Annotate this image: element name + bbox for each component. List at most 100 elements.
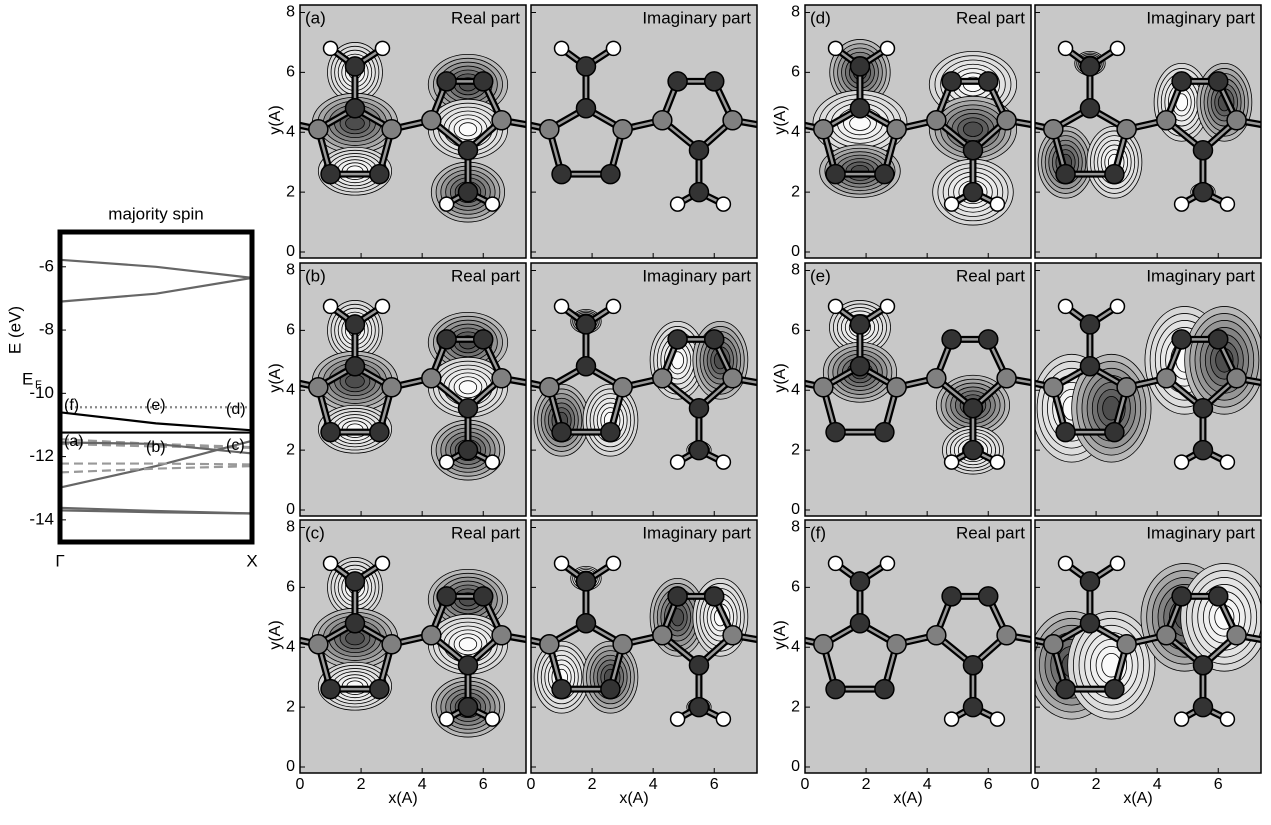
band-line: [59, 509, 253, 515]
atom: [1192, 181, 1214, 203]
band-line: [59, 438, 253, 449]
x-tick-label: 0: [801, 776, 810, 793]
atom: [1109, 298, 1126, 315]
x-tick-label: 6: [984, 776, 993, 793]
atom: [472, 586, 494, 607]
atom: [381, 377, 402, 398]
atom: [943, 196, 960, 212]
x-tick-label: X: [246, 551, 257, 570]
atom: [369, 421, 390, 443]
x-axis-label: x(A): [1123, 790, 1152, 807]
y-tick-label: 0: [791, 758, 800, 775]
atom: [943, 711, 960, 727]
panel-frame: [299, 4, 527, 259]
atom: [1173, 196, 1190, 212]
atom: [575, 571, 597, 592]
atom: [962, 181, 984, 203]
x-tick-label: 2: [862, 776, 871, 793]
y-tick-label: 0: [286, 758, 295, 775]
atom: [551, 421, 572, 443]
atom: [849, 314, 871, 335]
band-line: [59, 442, 253, 449]
atom: [1116, 634, 1137, 655]
atom: [926, 368, 947, 389]
atom: [551, 678, 572, 700]
atom: [1173, 711, 1190, 727]
atom: [575, 98, 597, 119]
y-tick-label: 8: [286, 262, 295, 279]
atom: [962, 439, 984, 461]
y-tick-label: 8: [791, 519, 800, 536]
atom: [849, 613, 871, 634]
atom: [320, 678, 341, 700]
atom: [344, 356, 366, 377]
atom: [612, 377, 633, 398]
atom: [652, 110, 673, 131]
atom: [1043, 119, 1064, 140]
band-line: [59, 439, 253, 489]
plot-frame: [57, 229, 255, 545]
y-tick-label: 4: [791, 638, 800, 655]
y-tick-label: -8: [39, 320, 54, 339]
atom: [1057, 40, 1074, 57]
atom: [1079, 356, 1101, 377]
atom: [813, 119, 834, 140]
y-tick-label: 2: [791, 183, 800, 200]
atom: [472, 71, 494, 92]
atom: [436, 329, 457, 350]
atom: [703, 329, 725, 350]
y-tick-label: -12: [29, 446, 54, 465]
y-tick-label: 2: [286, 441, 295, 458]
atom: [369, 678, 390, 700]
x-tick-label: 2: [588, 776, 597, 793]
atom: [1207, 71, 1229, 92]
atom: [472, 329, 494, 350]
panel: [1035, 263, 1261, 516]
atom: [827, 555, 844, 572]
y-tick-label: 8: [791, 262, 800, 279]
atom: [308, 377, 329, 398]
atom: [962, 139, 984, 161]
atom: [308, 119, 329, 140]
panel-label: (e): [810, 266, 831, 285]
panel-part: Real part: [451, 266, 520, 285]
atom: [652, 368, 673, 389]
contour: [458, 122, 478, 137]
panel-frame: [804, 262, 1032, 517]
atom: [879, 40, 896, 57]
panel: [300, 263, 526, 516]
y-tick-label: 0: [286, 501, 295, 518]
atom: [996, 110, 1017, 131]
atom: [1104, 678, 1125, 700]
y-tick-label: 6: [791, 579, 800, 596]
x-tick-label: 4: [418, 776, 427, 793]
atom: [457, 139, 479, 161]
panel-label: (a): [305, 8, 326, 27]
panel-label: (d): [810, 8, 831, 27]
x-tick-label: 0: [527, 776, 536, 793]
atom: [1043, 634, 1064, 655]
atom: [1109, 555, 1126, 572]
atom: [457, 696, 479, 718]
atom: [1156, 110, 1177, 131]
y-tick-label: 6: [286, 322, 295, 339]
atom: [977, 329, 999, 350]
atom: [722, 625, 743, 646]
atom: [989, 196, 1006, 212]
band-line: [59, 276, 253, 303]
atom: [605, 298, 622, 315]
atom: [381, 119, 402, 140]
panel-part: Imaginary part: [1146, 8, 1255, 27]
panel-frame: [530, 519, 758, 774]
atom: [457, 439, 479, 461]
y-tick-label: -6: [39, 256, 54, 275]
atom: [926, 110, 947, 131]
atom: [1104, 163, 1125, 185]
y-axis-label: y(A): [772, 620, 789, 649]
atom: [941, 71, 962, 92]
atom: [962, 654, 984, 676]
atom: [551, 163, 572, 185]
panel: [300, 520, 526, 773]
atom: [438, 454, 455, 470]
atom: [977, 586, 999, 607]
